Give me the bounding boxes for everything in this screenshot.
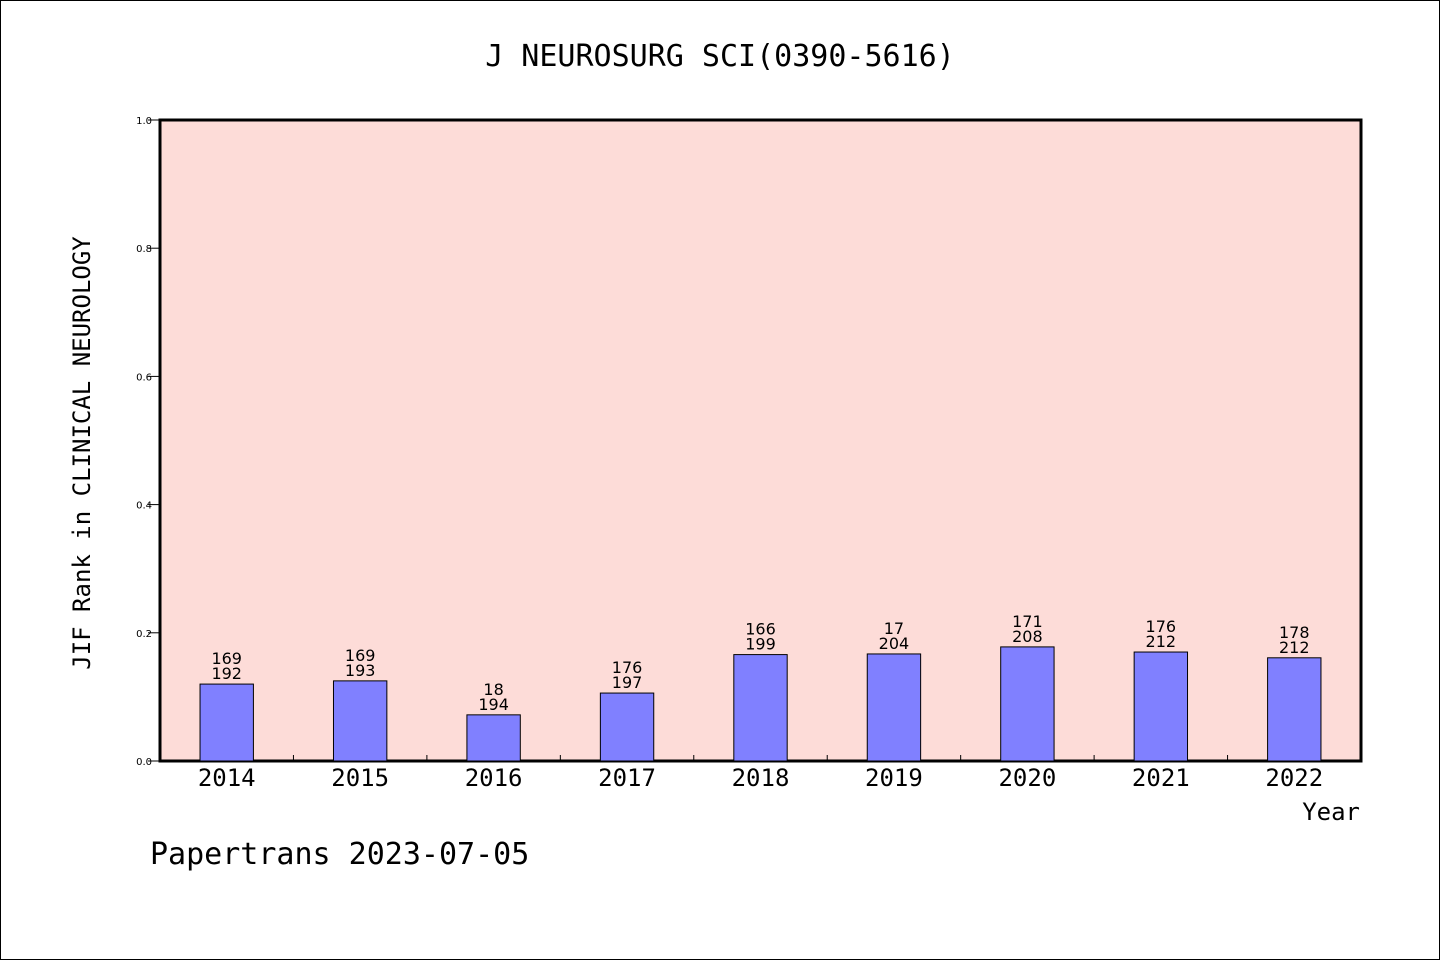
watermark: Papertrans 2023-07-05 [150,837,529,872]
bar-total-label: 194 [478,695,509,714]
y-tick-label: 0.2 [136,629,152,640]
x-tick-label: 2018 [732,764,790,792]
bar-rank-label: 169 [211,649,242,668]
bar-total-label: 199 [745,635,776,654]
x-tick-label: 2014 [198,764,256,792]
bar-rank-label: 176 [612,658,643,677]
bar-total-label: 192 [211,664,242,683]
bar [1267,657,1322,762]
x-tick-label: 2019 [865,764,923,792]
bar-labels: 1691921691931819417619716619917204171208… [211,612,1309,714]
bar-rank-label: 178 [1279,623,1310,642]
bars [199,646,1322,762]
chart-title: J NEUROSURG SCI(0390-5616) [485,39,955,74]
bar [1133,651,1189,762]
bar-total-label: 208 [1012,627,1043,646]
bar-rank-label: 166 [745,620,776,639]
bar-rank-label: 17 [884,619,904,638]
bar [1000,646,1055,762]
x-tick-label: 2016 [465,764,523,792]
x-tick-label: 2020 [998,764,1056,792]
y-axis: 0.0 0.2 0.4 0.6 0.8 1.0 [136,116,160,768]
bar-rank-label: 171 [1012,612,1043,631]
bar-rank-label: 176 [1146,617,1177,636]
x-axis-label: Year [1302,798,1360,826]
bar [332,680,388,762]
bar [466,714,521,762]
bar [733,654,788,762]
y-tick-label: 0.0 [136,757,152,768]
bar-rank-label: 169 [345,646,376,665]
y-tick-label: 0.4 [136,501,152,512]
x-axis: 2014 2015 2016 2017 2018 2019 2020 2021 2022 [198,755,1323,792]
y-tick-label: 0.8 [136,244,152,255]
x-tick-label: 2017 [598,764,656,792]
x-tick-label: 2022 [1265,764,1323,792]
y-tick-label: 1.0 [136,116,152,127]
bar [599,692,655,762]
bar-total-label: 204 [879,634,910,653]
bar-rank-label: 18 [483,680,503,699]
x-tick-label: 2015 [331,764,389,792]
y-axis-label: JIF Rank in CLINICAL NEUROLOGY [68,236,96,670]
bar-total-label: 193 [345,661,376,680]
bar-total-label: 212 [1146,632,1177,651]
x-tick-label: 2021 [1132,764,1190,792]
bar-total-label: 212 [1279,638,1310,657]
bar [866,653,922,762]
y-tick-label: 0.6 [136,372,152,383]
bar-total-label: 197 [612,673,643,692]
bar [199,683,254,762]
